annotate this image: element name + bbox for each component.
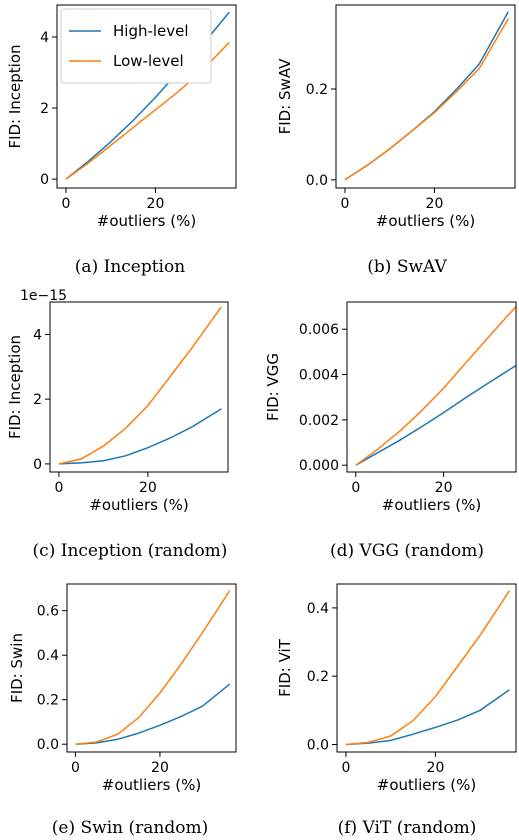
- x-tick-label: 0: [71, 760, 80, 776]
- series-line-low-level: [344, 18, 509, 181]
- x-tick-label: 20: [427, 760, 445, 776]
- x-tick-label: 20: [426, 196, 444, 212]
- plot-frame: [335, 4, 516, 189]
- x-axis-label: #outliers (%): [377, 776, 476, 794]
- y-axis-label: FID: VGG: [264, 353, 282, 421]
- x-tick-label: 0: [61, 196, 70, 212]
- y-tick-label: 0.000: [299, 458, 339, 474]
- x-tick-label: 0: [341, 760, 350, 776]
- series-line-high-level: [58, 408, 222, 465]
- y-axis-label: FID: SwAV: [276, 58, 294, 135]
- x-tick-label: 0: [351, 480, 360, 496]
- y-tick-label: 0.0: [306, 173, 328, 189]
- subfigure-caption: (a) Inception: [75, 257, 185, 277]
- x-tick-label: 20: [151, 760, 169, 776]
- series-line-high-level: [344, 11, 509, 181]
- y-axis-label: FID: Inception: [6, 44, 24, 148]
- x-tick-label: 0: [54, 480, 63, 496]
- y-scale-offset-label: 1e−15: [20, 288, 67, 304]
- plot-frame: [346, 301, 517, 473]
- x-axis-label: #outliers (%): [102, 776, 201, 794]
- y-tick-label: 0.4: [307, 601, 329, 617]
- y-tick-label: 0.006: [299, 322, 339, 338]
- subfigure-caption: (f) ViT (random): [338, 818, 477, 838]
- subfigure-caption: (d) VGG (random): [330, 541, 484, 561]
- subfigure-caption: (e) Swin (random): [52, 818, 208, 838]
- series-line-high-level: [345, 689, 510, 746]
- x-axis-label: #outliers (%): [382, 496, 481, 514]
- x-tick-label: 20: [139, 480, 157, 496]
- y-tick-label: 0.0: [37, 737, 59, 753]
- y-tick-label: 0.6: [37, 604, 59, 620]
- y-tick-label: 0.2: [307, 669, 329, 685]
- y-tick-label: 0.002: [299, 413, 339, 429]
- x-tick-label: 20: [147, 196, 165, 212]
- subfigure-caption: (c) Inception (random): [33, 541, 228, 561]
- series-line-low-level: [355, 305, 517, 466]
- y-tick-label: 2: [33, 392, 42, 408]
- y-axis-label: FID: Inception: [6, 335, 24, 439]
- legend-label: Low-level: [113, 52, 184, 70]
- y-tick-label: 2: [40, 101, 49, 117]
- y-tick-label: 0.0: [307, 737, 329, 753]
- x-tick-label: 20: [435, 480, 453, 496]
- plot-frame: [49, 301, 229, 473]
- y-tick-label: 0.004: [299, 368, 339, 384]
- legend-label: High-level: [113, 22, 189, 40]
- series-line-high-level: [75, 683, 231, 745]
- plot-frame: [336, 583, 517, 753]
- y-tick-label: 4: [33, 327, 42, 343]
- y-tick-label: 0: [40, 172, 49, 188]
- y-tick-label: 0.2: [37, 693, 59, 709]
- subfigure-caption: (b) SwAV: [367, 257, 447, 277]
- legend-box: [60, 8, 212, 84]
- x-axis-label: #outliers (%): [376, 212, 475, 230]
- series-line-low-level: [75, 590, 231, 745]
- x-axis-label: #outliers (%): [97, 212, 196, 230]
- y-axis-label: FID: Swin: [8, 633, 26, 703]
- y-tick-label: 4: [40, 30, 49, 46]
- y-tick-label: 0.2: [306, 82, 328, 98]
- series-line-low-level: [58, 306, 222, 465]
- plot-frame: [66, 583, 237, 753]
- plot-frame: [56, 4, 237, 189]
- x-tick-label: 0: [340, 196, 349, 212]
- y-axis-label: FID: ViT: [276, 638, 294, 697]
- x-axis-label: #outliers (%): [89, 496, 188, 514]
- y-tick-label: 0: [33, 457, 42, 473]
- series-line-low-level: [345, 590, 510, 746]
- series-line-high-level: [355, 364, 517, 466]
- y-tick-label: 0.4: [37, 648, 59, 664]
